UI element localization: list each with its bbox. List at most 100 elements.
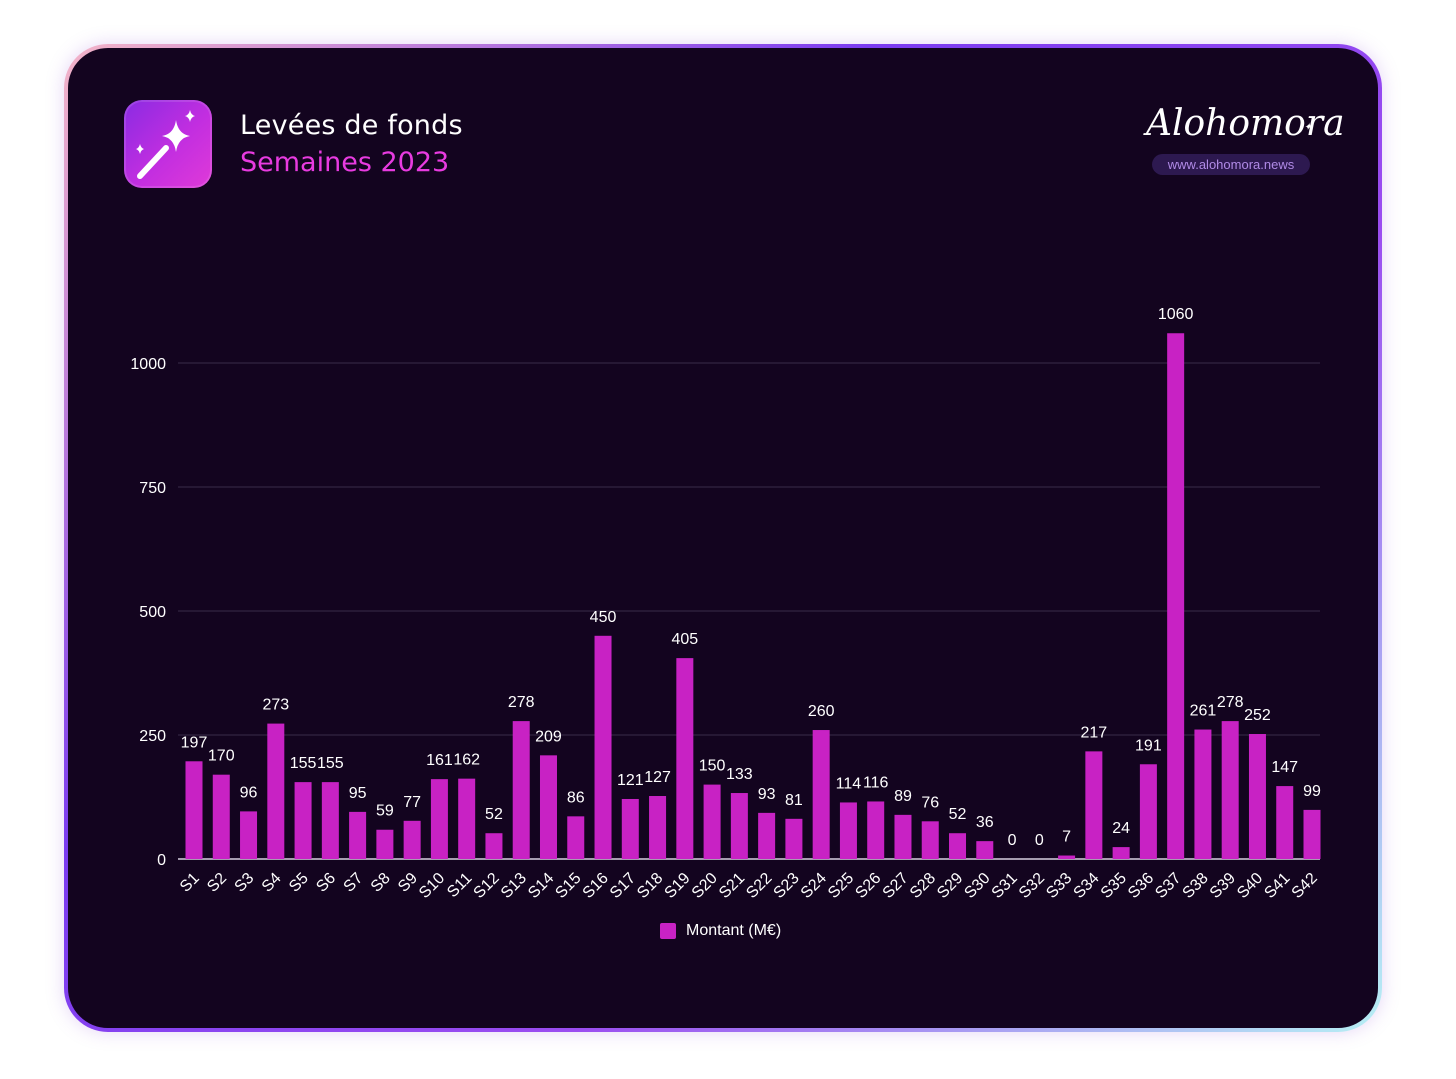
data-label: 59 [376, 803, 394, 820]
data-label: 7 [1062, 829, 1071, 846]
bar[interactable] [567, 816, 585, 859]
x-tick-label: S6 [313, 870, 339, 896]
bar[interactable] [1112, 847, 1130, 859]
bar[interactable] [1085, 751, 1103, 859]
bar[interactable] [703, 784, 721, 859]
data-label: 52 [485, 806, 503, 823]
data-label: 93 [758, 786, 776, 803]
bar[interactable] [185, 761, 203, 859]
x-tick-label: S34 [1071, 870, 1103, 902]
bar[interactable] [976, 841, 994, 859]
brand: Alohomora ✦ www.alohomora.news [1146, 104, 1345, 175]
card-border: Levées de fonds Semaines 2023 Alohomora … [64, 44, 1382, 1032]
bar[interactable] [267, 723, 285, 859]
bar-chart: 02505007501000197S1170S296S3273S4155S515… [130, 306, 1321, 902]
data-label: 121 [617, 772, 644, 789]
bar[interactable] [867, 801, 885, 859]
x-tick-label: S21 [716, 870, 748, 902]
data-label: 261 [1190, 703, 1217, 720]
bar[interactable] [1058, 855, 1076, 859]
x-tick-label: S35 [1098, 870, 1130, 902]
data-label: 170 [208, 748, 235, 765]
chart-title: Levées de fonds [240, 110, 463, 141]
bar[interactable] [1276, 786, 1294, 859]
data-label: 191 [1135, 737, 1162, 754]
x-tick-label: S31 [989, 870, 1021, 902]
bar[interactable] [376, 829, 394, 859]
x-tick-label: S36 [1125, 870, 1157, 902]
bar[interactable] [1303, 809, 1321, 859]
data-label: 209 [535, 728, 562, 745]
data-label: 252 [1244, 707, 1271, 724]
bar[interactable] [240, 811, 258, 859]
y-tick-label: 250 [139, 728, 166, 745]
brand-url[interactable]: www.alohomora.news [1151, 154, 1311, 175]
x-tick-label: S8 [368, 870, 394, 896]
x-tick-label: S14 [525, 870, 557, 902]
x-tick-label: S25 [825, 870, 857, 902]
data-label: 0 [1008, 832, 1017, 849]
data-label: 405 [671, 631, 698, 648]
bar[interactable] [485, 833, 503, 859]
data-label: 81 [785, 792, 803, 809]
bar[interactable] [758, 812, 776, 859]
bar[interactable] [894, 814, 912, 859]
bar[interactable] [1139, 764, 1157, 859]
data-label: 36 [976, 814, 994, 831]
bar[interactable] [403, 820, 421, 859]
x-tick-label: S27 [880, 870, 912, 902]
x-tick-label: S13 [498, 870, 530, 902]
x-tick-label: S41 [1261, 870, 1293, 902]
x-tick-label: S29 [934, 870, 966, 902]
data-label: 450 [590, 609, 617, 626]
bar[interactable] [539, 755, 557, 859]
x-tick-label: S42 [1289, 870, 1321, 902]
data-label: 95 [349, 785, 367, 802]
bar[interactable] [212, 774, 230, 859]
bar[interactable] [676, 658, 694, 859]
data-label: 89 [894, 788, 912, 805]
bar[interactable] [621, 798, 639, 859]
x-tick-label: S10 [416, 870, 448, 902]
data-label: 0 [1035, 832, 1044, 849]
bar[interactable] [294, 782, 312, 859]
bar[interactable] [430, 779, 448, 859]
data-label: 260 [808, 703, 835, 720]
data-label: 197 [181, 734, 208, 751]
sparkle-icon: ✦ [1303, 122, 1312, 133]
data-label: 99 [1303, 783, 1321, 800]
bar[interactable] [1167, 333, 1185, 859]
data-label: 116 [863, 774, 889, 791]
data-label: 155 [317, 755, 344, 772]
x-tick-label: S3 [232, 870, 258, 896]
bar[interactable] [594, 635, 612, 859]
x-tick-label: S22 [743, 870, 775, 902]
bar[interactable] [730, 793, 748, 859]
bar[interactable] [649, 796, 667, 859]
y-tick-label: 0 [157, 852, 166, 869]
x-tick-label: S28 [907, 870, 939, 902]
data-label: 278 [1217, 694, 1244, 711]
bar[interactable] [1194, 729, 1212, 859]
bar[interactable] [839, 802, 857, 859]
bar[interactable] [949, 833, 967, 859]
data-label: 147 [1271, 759, 1298, 776]
bar[interactable] [1221, 721, 1239, 859]
data-label: 127 [644, 769, 671, 786]
bar[interactable] [785, 818, 803, 859]
bar[interactable] [812, 730, 830, 859]
x-tick-label: S33 [1043, 870, 1075, 902]
x-tick-label: S24 [798, 870, 830, 902]
x-tick-label: S2 [204, 870, 230, 896]
data-label: 77 [403, 794, 421, 811]
bar[interactable] [321, 782, 339, 859]
bar[interactable] [512, 721, 530, 859]
data-label: 155 [290, 755, 317, 772]
data-label: 86 [567, 789, 585, 806]
data-label: 161 [426, 752, 453, 769]
magic-wand-icon [124, 100, 212, 188]
bar[interactable] [458, 778, 476, 859]
bar[interactable] [349, 811, 367, 859]
bar[interactable] [1248, 734, 1266, 859]
bar[interactable] [921, 821, 939, 859]
